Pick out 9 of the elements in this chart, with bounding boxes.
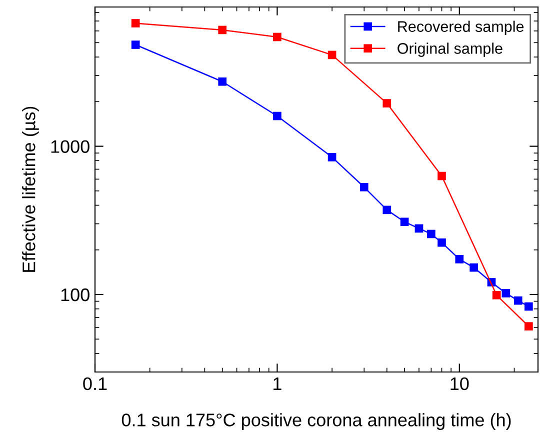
legend-label: Original sample bbox=[398, 42, 502, 57]
legend-label: Recovered sample bbox=[398, 20, 524, 35]
x-tick-label: 10 bbox=[450, 377, 469, 390]
y-tick-label: 1000 bbox=[51, 140, 90, 153]
y-tick-label: 100 bbox=[61, 288, 90, 302]
x-axis-title: 0.1 sun 175°C positive corona annealing time (h) bbox=[122, 413, 511, 430]
x-tick-label: 1 bbox=[274, 378, 282, 390]
x-tick-label: 0.1 bbox=[83, 377, 107, 390]
y-axis-title: Effective lifetime (µs) bbox=[22, 106, 39, 272]
